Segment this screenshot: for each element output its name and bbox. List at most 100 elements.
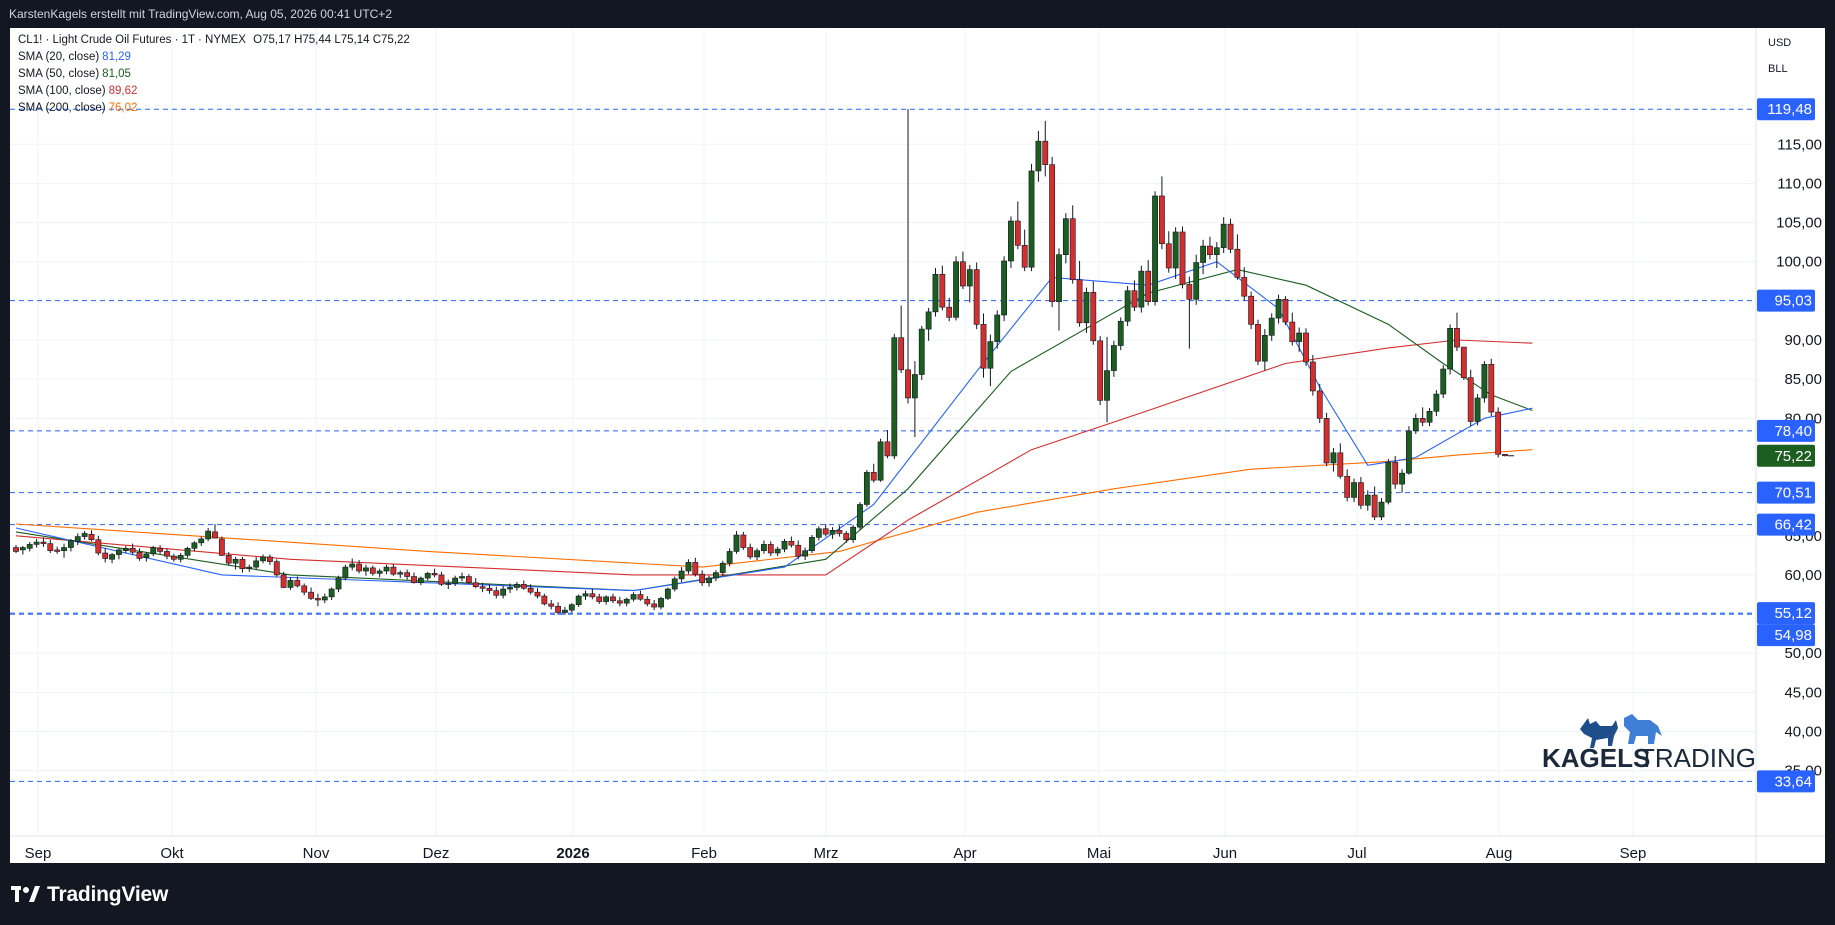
- candle[interactable]: [685, 559, 692, 575]
- candle[interactable]: [13, 545, 19, 554]
- candle[interactable]: [1467, 369, 1474, 427]
- candle[interactable]: [287, 577, 294, 590]
- candle[interactable]: [452, 575, 459, 586]
- candle[interactable]: [1014, 201, 1021, 250]
- currency-label[interactable]: USD: [1768, 37, 1791, 49]
- candle[interactable]: [116, 547, 122, 560]
- candle[interactable]: [1131, 280, 1138, 312]
- candle[interactable]: [884, 430, 891, 459]
- candle[interactable]: [280, 571, 287, 589]
- candle[interactable]: [534, 588, 541, 599]
- candle[interactable]: [74, 533, 81, 546]
- candle[interactable]: [898, 305, 905, 373]
- candle[interactable]: [946, 297, 953, 322]
- candle[interactable]: [1426, 408, 1433, 427]
- candle[interactable]: [994, 310, 1001, 349]
- candle[interactable]: [212, 524, 218, 539]
- candle[interactable]: [1474, 394, 1481, 426]
- candle[interactable]: [1440, 365, 1447, 398]
- candle[interactable]: [246, 564, 253, 572]
- candle[interactable]: [1090, 281, 1097, 345]
- candle[interactable]: [1179, 226, 1186, 289]
- candle[interactable]: [1344, 469, 1351, 502]
- candle[interactable]: [315, 593, 321, 607]
- candle[interactable]: [822, 524, 829, 537]
- candle[interactable]: [616, 596, 623, 607]
- candle[interactable]: [239, 556, 246, 573]
- candle[interactable]: [273, 559, 280, 577]
- candle[interactable]: [1378, 498, 1385, 521]
- price-chart[interactable]: 115,00110,00105,00100,0090,0085,0080,006…: [10, 28, 1825, 863]
- candle[interactable]: [1296, 327, 1303, 352]
- candle[interactable]: [472, 578, 479, 589]
- candle[interactable]: [328, 587, 335, 600]
- candle[interactable]: [170, 553, 177, 562]
- candle[interactable]: [88, 530, 95, 542]
- chart-panel[interactable]: 115,00 110,00 105,00 100,00 90,00 85,00 80,00 6…: [10, 28, 1825, 863]
- candle[interactable]: [102, 548, 109, 563]
- candle[interactable]: [630, 592, 637, 602]
- candle[interactable]: [150, 545, 157, 557]
- candle[interactable]: [1316, 383, 1323, 424]
- candle[interactable]: [658, 596, 664, 610]
- candle[interactable]: [404, 569, 411, 580]
- candle[interactable]: [383, 564, 390, 575]
- candle[interactable]: [1399, 469, 1405, 493]
- candle[interactable]: [1213, 242, 1220, 269]
- candle[interactable]: [1138, 265, 1145, 313]
- candle[interactable]: [891, 333, 898, 460]
- candle[interactable]: [973, 262, 980, 330]
- candle[interactable]: [582, 590, 589, 600]
- candle[interactable]: [1145, 260, 1152, 306]
- candle[interactable]: [81, 531, 88, 540]
- candle[interactable]: [1152, 191, 1158, 306]
- candle[interactable]: [232, 556, 239, 570]
- candle[interactable]: [349, 558, 356, 571]
- candle[interactable]: [548, 599, 555, 610]
- candle[interactable]: [1412, 413, 1419, 434]
- candle[interactable]: [225, 552, 232, 566]
- candle[interactable]: [960, 251, 966, 290]
- candle[interactable]: [953, 256, 959, 321]
- candle[interactable]: [788, 536, 795, 548]
- candle[interactable]: [644, 596, 651, 607]
- candle[interactable]: [143, 552, 150, 562]
- candle[interactable]: [1502, 454, 1508, 457]
- candle[interactable]: [177, 553, 184, 563]
- candle[interactable]: [253, 556, 260, 570]
- candle[interactable]: [95, 535, 102, 556]
- candle[interactable]: [1049, 156, 1056, 308]
- candle[interactable]: [67, 538, 74, 552]
- candle[interactable]: [1207, 236, 1213, 260]
- candle[interactable]: [802, 547, 809, 561]
- candle[interactable]: [829, 527, 836, 539]
- candle[interactable]: [1385, 459, 1392, 505]
- candle[interactable]: [1042, 120, 1049, 177]
- candle[interactable]: [836, 525, 843, 537]
- candle[interactable]: [205, 527, 212, 542]
- candle[interactable]: [781, 538, 788, 553]
- candle[interactable]: [109, 553, 115, 564]
- candle[interactable]: [1460, 346, 1467, 380]
- candle[interactable]: [857, 502, 863, 530]
- candle[interactable]: [541, 593, 548, 606]
- legend-sma-20[interactable]: SMA (20, close) 81,29: [18, 49, 410, 66]
- candle[interactable]: [417, 576, 424, 586]
- candle[interactable]: [465, 574, 472, 585]
- sma-200-line[interactable]: [15, 449, 1533, 568]
- candle[interactable]: [266, 554, 273, 565]
- candle[interactable]: [637, 590, 644, 601]
- candle[interactable]: [198, 536, 205, 546]
- candle[interactable]: [47, 539, 54, 554]
- candle[interactable]: [966, 264, 973, 303]
- candle[interactable]: [596, 593, 603, 604]
- candle[interactable]: [129, 543, 136, 555]
- candle[interactable]: [1186, 276, 1193, 349]
- candle[interactable]: [1406, 426, 1412, 475]
- legend-sma-200[interactable]: SMA (200, close) 76,02: [18, 100, 410, 117]
- candle[interactable]: [1309, 354, 1316, 396]
- candle[interactable]: [562, 607, 568, 615]
- candle[interactable]: [918, 325, 925, 380]
- candle[interactable]: [863, 470, 870, 507]
- candle[interactable]: [335, 575, 342, 593]
